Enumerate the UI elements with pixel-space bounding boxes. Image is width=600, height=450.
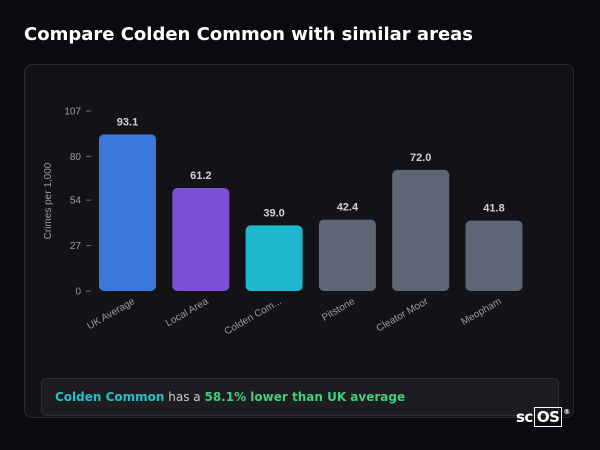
comparison-card: Crimes per 1,000 0 27 54 80 107 93.1 61.2 39.0… — [24, 64, 574, 418]
x-category-label: Local Area — [164, 296, 211, 329]
y-tick-label: 80 — [70, 152, 82, 163]
logo-registered-mark: ® — [563, 408, 570, 416]
bar[interactable] — [245, 225, 303, 291]
bar[interactable] — [172, 188, 230, 291]
y-tick-label: 0 — [75, 287, 81, 298]
bar-value-label: 61.2 — [190, 170, 211, 182]
summary-stat: 58.1% lower than UK average — [204, 390, 406, 404]
summary-area-name: Colden Common — [55, 390, 165, 404]
y-axis-label: Crimes per 1,000 — [43, 162, 54, 239]
summary-connector: has a — [164, 390, 205, 404]
x-category-label: Cleator Moor — [375, 296, 431, 335]
y-tick-label: 107 — [64, 107, 81, 118]
bar-chart: Crimes per 1,000 0 27 54 80 107 93.1 61.2 39.0… — [43, 107, 523, 338]
y-tick-label: 27 — [70, 241, 82, 252]
bar[interactable] — [99, 134, 156, 291]
bar[interactable] — [318, 219, 376, 291]
bar[interactable] — [392, 169, 450, 291]
bar-value-label: 72.0 — [410, 152, 431, 164]
scos-logo: sc OS ® — [516, 407, 570, 427]
page-title: Compare Colden Common with similar areas — [24, 24, 474, 45]
logo-boxed-text: OS — [533, 407, 563, 427]
x-category-label: Pitstone — [320, 296, 357, 324]
bar-value-label: 93.1 — [117, 116, 138, 128]
bar-value-label: 41.8 — [483, 203, 504, 215]
x-category-label: Colden Com... — [223, 296, 284, 337]
y-tick-label: 54 — [70, 196, 82, 207]
bar-value-label: 39.0 — [263, 207, 284, 219]
x-category-label: Meopham — [459, 296, 503, 328]
logo-text: sc — [516, 408, 533, 426]
bar[interactable] — [465, 220, 523, 291]
bar-value-label: 42.4 — [337, 202, 359, 214]
x-category-label: UK Average — [85, 296, 137, 332]
summary-banner: Colden Common has a 58.1% lower than UK … — [41, 378, 559, 416]
